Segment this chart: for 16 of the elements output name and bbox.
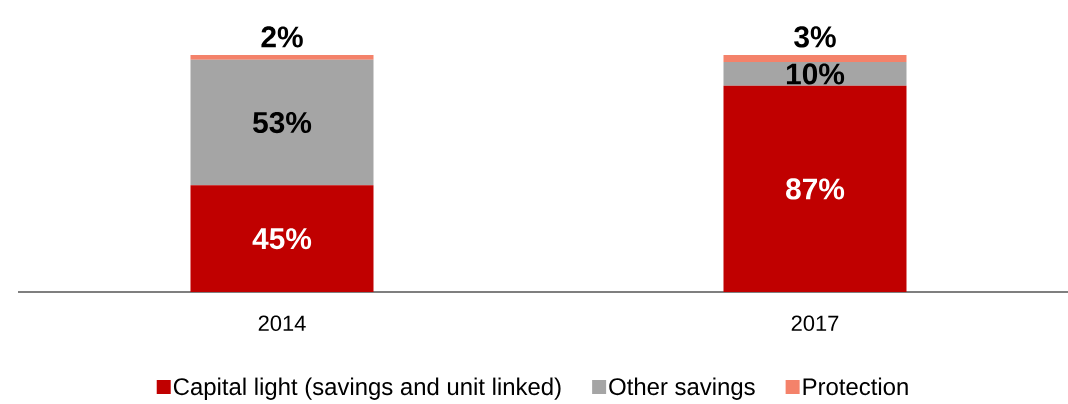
data-label: 87% xyxy=(786,178,845,200)
bar xyxy=(190,185,374,292)
x-tick-label: 2014 xyxy=(258,315,306,332)
legend-label: Capital light (savings and unit linked) xyxy=(173,377,561,400)
bar xyxy=(723,85,907,292)
bar xyxy=(723,55,907,63)
data-label: 53% xyxy=(253,111,312,134)
data-label: 3% xyxy=(794,26,836,48)
data-label: 45% xyxy=(252,228,312,250)
bar xyxy=(190,55,374,60)
legend-label: Other savings xyxy=(609,377,755,400)
bar xyxy=(190,59,374,186)
data-label: 2% xyxy=(261,26,303,48)
x-tick-label: 2017 xyxy=(791,315,839,332)
data-label: 10% xyxy=(786,63,845,85)
legend-label: Protection xyxy=(803,377,908,396)
